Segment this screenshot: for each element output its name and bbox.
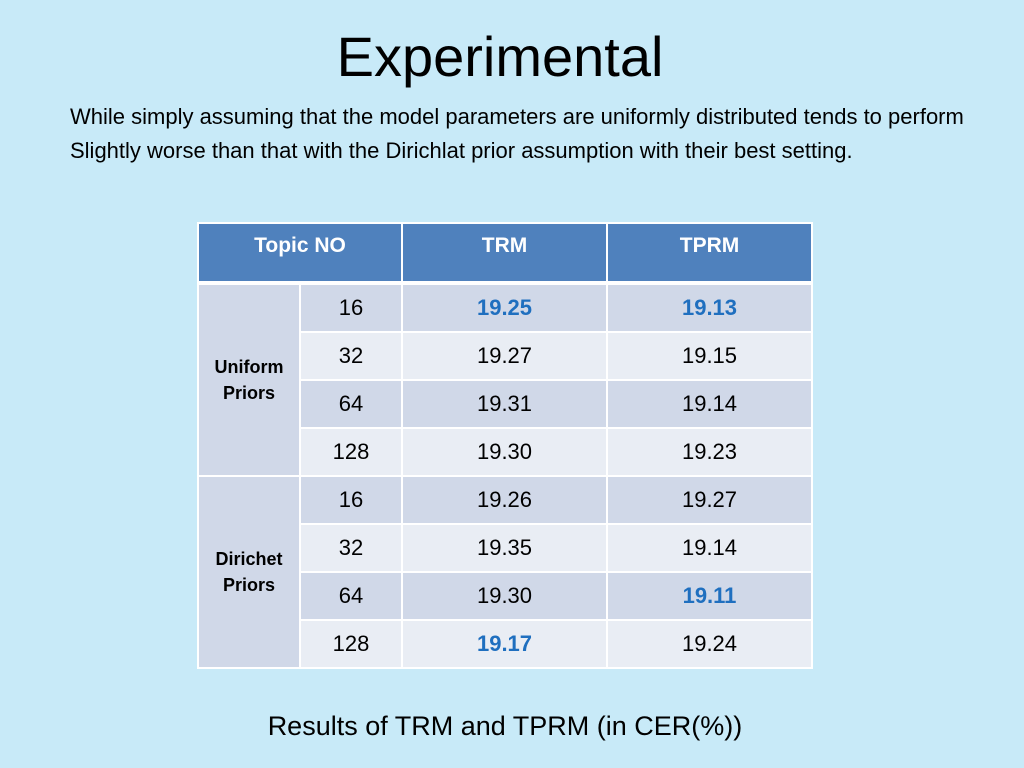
tprm-cell-best: 19.13 [606, 282, 813, 333]
table-row: 64 19.31 19.14 [198, 379, 813, 429]
results-table: Topic NO TRM TPRM Uniform Priors 16 19.2… [197, 222, 813, 669]
topic-cell: 32 [299, 331, 403, 381]
group-label-line: Priors [222, 383, 276, 403]
slide-title: Experimental [336, 25, 664, 88]
trm-cell: 19.31 [401, 379, 608, 429]
trm-cell-best: 19.25 [401, 282, 608, 333]
table-row: Uniform Priors 16 19.25 19.13 [197, 282, 813, 477]
table-row: Dirichet Priors 16 19.26 19.27 [197, 475, 813, 669]
topic-cell: 16 [299, 475, 403, 525]
topic-cell: 128 [299, 619, 403, 669]
trm-cell: 19.30 [401, 427, 608, 477]
tprm-cell: 19.14 [606, 379, 813, 429]
tprm-cell: 19.15 [606, 331, 813, 381]
group-label-line: Dirichet [215, 549, 283, 569]
group-label-line: Uniform [214, 357, 284, 377]
trm-cell-best: 19.17 [401, 619, 608, 669]
slide-body-text: While simply assuming that the model par… [70, 104, 964, 163]
table-caption: Results of TRM and TPRM (in CER(%)) [267, 711, 743, 741]
group-label-dirichet: Dirichet Priors [197, 475, 301, 669]
trm-cell: 19.30 [401, 571, 608, 621]
table-row: 128 19.30 19.23 [198, 427, 813, 477]
group-label-uniform: Uniform Priors [197, 282, 301, 477]
topic-cell: 128 [299, 427, 403, 477]
group-label-line: Priors [222, 575, 276, 595]
table-row: 32 19.27 19.15 [198, 331, 813, 381]
tprm-cell: 19.24 [606, 619, 813, 669]
topic-cell: 64 [299, 571, 403, 621]
trm-cell: 19.35 [401, 523, 608, 573]
table-header-row: Topic NO TRM TPRM [197, 222, 813, 285]
tprm-cell-best: 19.11 [606, 571, 813, 621]
table-row: 32 19.35 19.14 [198, 523, 813, 573]
trm-cell: 19.26 [401, 475, 608, 525]
tprm-cell: 19.23 [606, 427, 813, 477]
topic-cell: 64 [299, 379, 403, 429]
table-row: 64 19.30 19.11 [198, 571, 813, 621]
topic-cell: 16 [299, 282, 403, 333]
table-row: 128 19.17 19.24 [198, 619, 813, 669]
header-trm: TRM [401, 222, 608, 285]
topic-cell: 32 [299, 523, 403, 573]
tprm-cell: 19.14 [606, 523, 813, 573]
tprm-cell: 19.27 [606, 475, 813, 525]
header-topic-no: Topic NO [197, 222, 403, 285]
header-tprm: TPRM [606, 222, 813, 285]
trm-cell: 19.27 [401, 331, 608, 381]
